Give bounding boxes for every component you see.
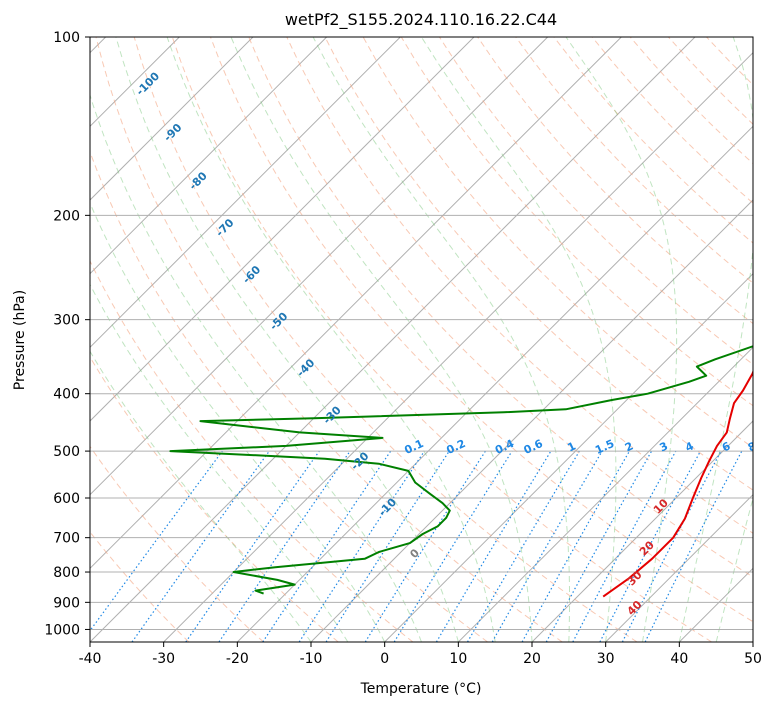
temperature-profile-line: [602, 369, 753, 598]
x-tick-label: -20: [226, 651, 249, 667]
y-tick-label: 600: [53, 491, 80, 507]
mixing-ratio-line: [218, 450, 351, 642]
y-tick-label: 400: [53, 387, 80, 403]
mixing-ratio-line: [644, 450, 743, 642]
pressure-gridlines: [90, 37, 753, 630]
line-label: 8: [746, 439, 758, 454]
isotherm-line: [236, 125, 753, 642]
mixing-ratio-line: [521, 450, 631, 642]
x-tick-label: 40: [670, 651, 688, 667]
dry-adiabat-line: [133, 37, 638, 642]
chart-title: wetPf2_S155.2024.110.16.22.C44: [285, 10, 557, 30]
isotherm-lines: [90, 37, 753, 642]
dewpoint-profile-line: [169, 345, 753, 595]
isotherm-line: [90, 37, 254, 201]
moist-adiabat-line: [678, 37, 753, 642]
dry-adiabat-line: [95, 37, 563, 642]
x-tick-label: -30: [152, 651, 175, 667]
moist-adiabat-line: [565, 37, 678, 642]
y-tick-label: 800: [53, 565, 80, 581]
x-tick-label: -40: [79, 651, 102, 667]
y-axis-label: Pressure (hPa): [12, 290, 28, 390]
moist-adiabat-line: [90, 201, 386, 642]
x-axis-ticks: -40 -30 -20 -10 0 10 20 30 40 50: [79, 642, 762, 667]
isotherm-line: [457, 346, 753, 642]
dry-adiabat-line: [286, 37, 753, 534]
isotherm-line: [384, 272, 753, 642]
dry-adiabat-line: [90, 259, 414, 642]
dry-adiabat-lines: [90, 37, 753, 642]
isotherm-line: [90, 37, 549, 496]
x-tick-label: -10: [300, 651, 323, 667]
x-tick-label: 10: [449, 651, 467, 667]
dry-adiabat-line: [171, 37, 712, 642]
plot-frame: [89, 36, 754, 643]
mixing-ratio-line: [90, 450, 223, 632]
mixing-ratio-line: [545, 450, 653, 642]
y-tick-label: 500: [53, 444, 80, 460]
moist-adiabat-line: [230, 37, 533, 642]
moist-adiabat-line: [166, 37, 496, 642]
isotherm-line: [90, 37, 696, 642]
moist-adiabat-line: [420, 37, 617, 642]
x-tick-label: 50: [744, 651, 762, 667]
moist-adiabat-line: [115, 37, 459, 642]
isotherm-line: [90, 37, 328, 275]
mixing-ratio-line: [393, 450, 513, 642]
moist-adiabat-line: [90, 350, 312, 642]
y-axis-ticks: 100 200 300 400 500 600 700 800 900 1000: [44, 30, 90, 638]
isotherm-line: [531, 420, 753, 642]
dry-adiabat-line: [90, 356, 339, 642]
isotherm-line: [90, 37, 622, 570]
mixing-ratio-lines: [90, 450, 743, 642]
mixing-ratio-line: [185, 450, 320, 642]
mixing-ratio-line: [131, 450, 270, 642]
y-tick-label: 200: [53, 208, 80, 224]
y-tick-label: 300: [53, 313, 80, 329]
moist-adiabat-line: [90, 93, 422, 642]
y-tick-label: 100: [53, 30, 80, 46]
dry-adiabat-line: [324, 37, 753, 491]
moist-adiabat-line: [90, 283, 349, 642]
y-tick-label: 1000: [44, 622, 80, 638]
y-tick-label: 900: [53, 595, 80, 611]
x-tick-label: 0: [380, 651, 389, 667]
dry-adiabat-line: [90, 445, 264, 642]
mixing-ratio-line: [298, 450, 425, 642]
y-tick-label: 700: [53, 531, 80, 547]
mixing-ratio-line: [572, 450, 677, 642]
dry-adiabat-line: [210, 37, 753, 623]
isotherm-line: [90, 37, 475, 422]
moist-adiabat-lines: [90, 37, 753, 642]
isotherm-line: [90, 37, 401, 349]
x-tick-label: 30: [597, 651, 615, 667]
isotherm-line: [163, 51, 753, 642]
isotherm-line: [605, 493, 753, 642]
dry-adiabat-line: [515, 37, 753, 284]
moist-adiabat-line: [715, 496, 753, 642]
dry-adiabat-line: [248, 37, 753, 578]
mixing-ratio-line: [325, 450, 450, 642]
x-axis-label: Temperature (°C): [360, 681, 482, 697]
profile-lines: [169, 345, 753, 598]
x-tick-label: 20: [523, 651, 541, 667]
mixing-ratio-line: [262, 450, 392, 642]
